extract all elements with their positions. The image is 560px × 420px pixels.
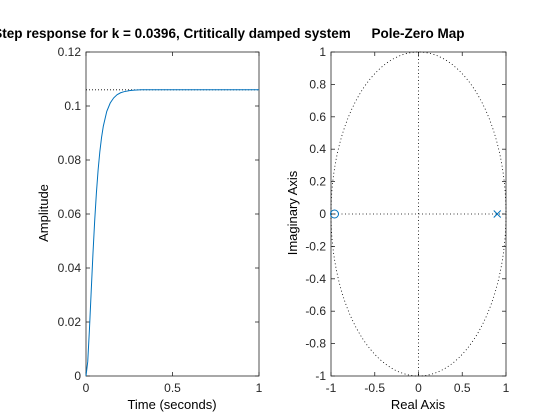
y-tick-label: 0.08 <box>58 153 82 167</box>
x-tick-label: -1 <box>326 381 337 395</box>
y-tick-label: 0.4 <box>309 142 326 156</box>
step-response-xlabel: Time (seconds) <box>127 397 216 412</box>
y-tick-label: 0.8 <box>309 77 326 91</box>
y-tick-label: 0 <box>74 369 81 383</box>
y-tick-label: -1 <box>315 369 326 383</box>
pole-marker <box>493 210 502 218</box>
y-tick-label: 0.06 <box>58 207 82 221</box>
zero-marker <box>330 209 339 219</box>
x-tick-label: 0.5 <box>164 381 181 395</box>
step-response-line <box>85 89 259 377</box>
x-tick-label: 0 <box>83 381 90 395</box>
step-response-axes: Step response for k = 0.0396, Crtiticall… <box>0 26 351 412</box>
pole-zero-axes: Pole-Zero Map Real Axis Imaginary Axis -… <box>285 26 510 412</box>
pole-marker-stroke <box>493 210 502 218</box>
y-tick-label: 0.02 <box>58 315 82 329</box>
y-tick-label: 0.04 <box>58 261 82 275</box>
x-tick-label: 0.5 <box>454 381 471 395</box>
x-tick-label: 0 <box>415 381 422 395</box>
y-tick-label: 0.2 <box>309 175 326 189</box>
pole-zero-ylabel: Imaginary Axis <box>285 170 300 255</box>
x-tick-label: 1 <box>503 381 510 395</box>
y-tick-label: 0 <box>319 207 326 221</box>
y-tick-label: -0.8 <box>305 337 326 351</box>
y-tick-label: -0.6 <box>305 304 326 318</box>
x-tick-label: 1 <box>256 381 263 395</box>
pole-zero-title: Pole-Zero Map <box>371 26 464 41</box>
y-tick-label: -0.2 <box>305 239 326 253</box>
step-response-ylabel: Amplitude <box>36 184 51 242</box>
y-tick-label: 1 <box>319 45 326 59</box>
y-tick-label: -0.4 <box>305 272 326 286</box>
y-tick-label: 0.1 <box>64 99 81 113</box>
pole-zero-xlabel: Real Axis <box>391 397 446 412</box>
step-response-title: Step response for k = 0.0396, Crtiticall… <box>0 26 351 41</box>
y-tick-label: 0.6 <box>309 110 326 124</box>
x-tick-label: -0.5 <box>364 381 385 395</box>
y-tick-label: 0.12 <box>58 45 82 59</box>
unit-circle <box>330 51 507 377</box>
